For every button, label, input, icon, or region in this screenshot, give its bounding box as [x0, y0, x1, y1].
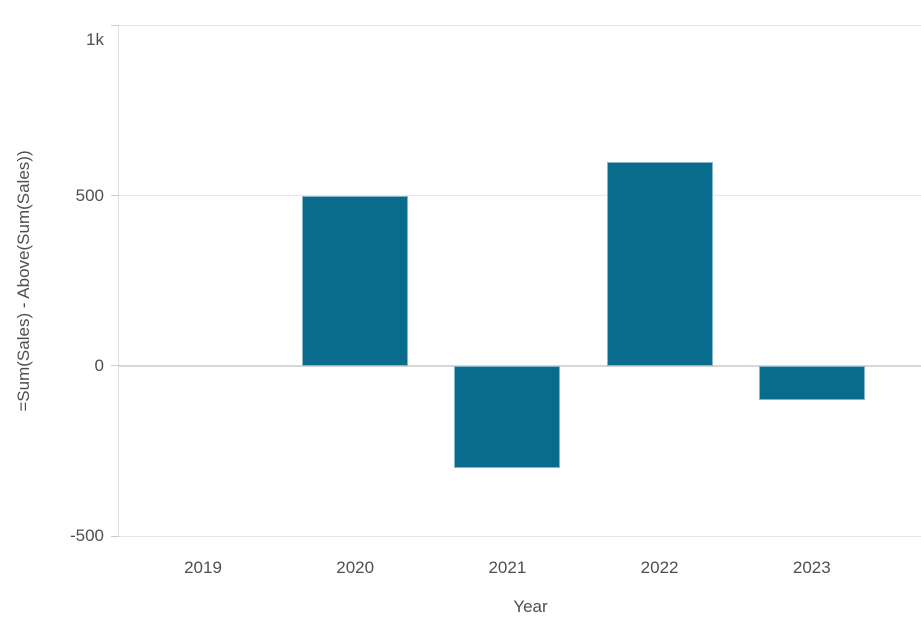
x-tick-label: 2023: [792, 558, 831, 577]
x-tick-label: 2020: [336, 558, 375, 577]
y-tick-label: 500: [75, 185, 104, 205]
bar-2020[interactable]: [302, 195, 409, 366]
gridline: [118, 195, 921, 197]
y-tick-mark: [111, 25, 119, 26]
y-tick-mark: [111, 365, 119, 367]
bar-2022[interactable]: [606, 161, 713, 366]
gridline: [118, 535, 921, 537]
bar-2023[interactable]: [758, 365, 865, 400]
x-tick-label: 2021: [488, 558, 527, 577]
x-tick-label: 2019: [184, 558, 222, 577]
x-tick-label: 2022: [640, 558, 679, 577]
gridline: [118, 25, 921, 26]
bar-2021[interactable]: [454, 365, 561, 468]
y-tick-label: -500: [69, 526, 104, 545]
y-axis-title: =Sum(Sales) - Above(Sum(Sales)): [14, 150, 33, 412]
y-tick-label: 1k: [86, 29, 104, 49]
y-tick-mark: [111, 535, 119, 537]
y-tick-label: 0: [94, 355, 104, 375]
y-tick-mark: [111, 195, 119, 197]
y-axis-line: [118, 25, 119, 536]
x-axis-title: Year: [513, 597, 548, 616]
